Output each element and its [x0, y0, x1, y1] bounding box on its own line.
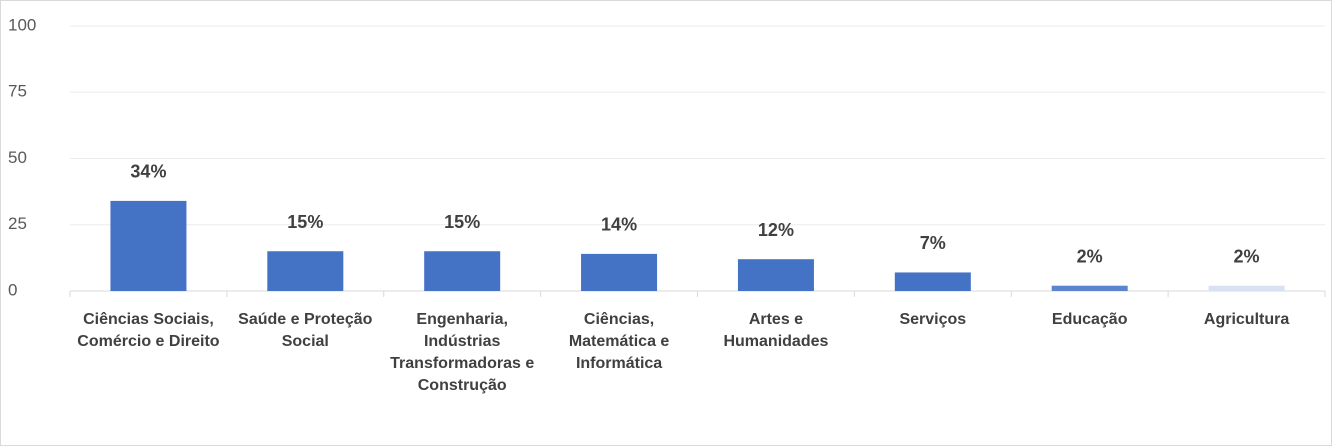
x-tick-label: Educação — [1051, 311, 1128, 328]
y-tick-label: 25 — [8, 214, 27, 233]
bar — [1051, 285, 1128, 291]
y-tick-label: 75 — [8, 82, 27, 101]
value-label: 7% — [920, 233, 946, 253]
value-label: 15% — [287, 212, 323, 232]
bar — [267, 251, 344, 291]
x-tick-label: Engenharia, Indústrias Transformadoras e… — [390, 311, 535, 394]
y-tick-label: 50 — [8, 148, 27, 167]
value-label: 2% — [1077, 246, 1103, 266]
bar — [424, 251, 501, 291]
bar — [581, 253, 658, 291]
value-label: 2% — [1234, 246, 1260, 266]
y-tick-label: 0 — [8, 280, 17, 299]
y-tick-label: 100 — [8, 15, 36, 34]
value-label: 12% — [758, 220, 794, 240]
bar — [737, 259, 814, 291]
x-tick-label: Artes e Humanidades — [723, 311, 829, 350]
value-label: 34% — [130, 162, 166, 182]
value-label: 15% — [444, 212, 480, 232]
x-tick-label: Ciências Sociais, Comércio e Direito — [77, 311, 220, 350]
value-label: 14% — [601, 215, 637, 235]
bar — [894, 272, 971, 291]
x-tick-label: Serviços — [899, 311, 967, 328]
x-tick-label: Agricultura — [1203, 311, 1290, 328]
bar — [1208, 285, 1285, 291]
x-tick-label: Saúde e Proteção Social — [238, 311, 373, 350]
x-tick-label: Ciências, Matemática e Informática — [568, 311, 670, 372]
bar — [110, 200, 187, 291]
